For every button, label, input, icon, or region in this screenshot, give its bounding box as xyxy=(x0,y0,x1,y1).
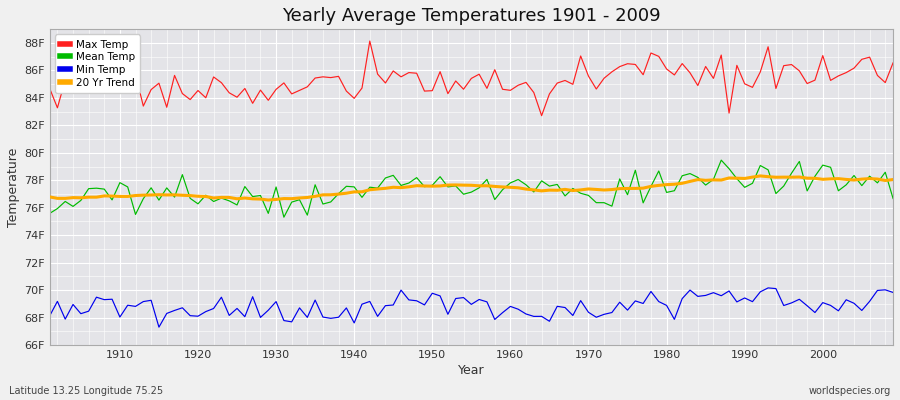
Mean Temp xyxy=(607,204,617,208)
Min Temp xyxy=(607,310,617,315)
20 Yr Trend xyxy=(44,194,55,199)
Line: Mean Temp: Mean Temp xyxy=(50,160,893,217)
Mean Temp xyxy=(44,211,55,216)
Mean Temp xyxy=(107,198,118,202)
Max Temp xyxy=(278,80,289,85)
Mean Temp xyxy=(716,158,726,162)
Max Temp xyxy=(44,86,55,91)
Title: Yearly Average Temperatures 1901 - 2009: Yearly Average Temperatures 1901 - 2009 xyxy=(282,7,661,25)
Max Temp xyxy=(505,88,516,93)
20 Yr Trend xyxy=(333,192,344,196)
Mean Temp xyxy=(887,196,898,201)
Max Temp xyxy=(887,60,898,65)
Max Temp xyxy=(513,83,524,88)
Mean Temp xyxy=(513,177,524,182)
20 Yr Trend xyxy=(263,198,274,202)
Max Temp xyxy=(326,75,337,80)
Mean Temp xyxy=(286,200,297,204)
Min Temp xyxy=(887,290,898,295)
Line: Min Temp: Min Temp xyxy=(50,288,893,327)
Text: Latitude 13.25 Longitude 75.25: Latitude 13.25 Longitude 75.25 xyxy=(9,386,163,396)
20 Yr Trend xyxy=(107,194,118,198)
20 Yr Trend xyxy=(607,187,617,192)
Max Temp xyxy=(364,39,375,44)
Max Temp xyxy=(107,79,118,84)
Min Temp xyxy=(333,315,344,320)
Max Temp xyxy=(536,113,547,118)
20 Yr Trend xyxy=(286,196,297,201)
Min Temp xyxy=(44,314,55,318)
20 Yr Trend xyxy=(513,185,524,190)
Mean Temp xyxy=(333,191,344,196)
Min Temp xyxy=(762,286,773,290)
Min Temp xyxy=(154,325,165,330)
Mean Temp xyxy=(278,215,289,220)
Min Temp xyxy=(505,304,516,309)
Mean Temp xyxy=(505,180,516,185)
20 Yr Trend xyxy=(505,185,516,190)
Line: 20 Yr Trend: 20 Yr Trend xyxy=(50,176,893,200)
Y-axis label: Temperature: Temperature xyxy=(7,148,20,227)
Line: Max Temp: Max Temp xyxy=(50,41,893,116)
Min Temp xyxy=(513,307,524,312)
20 Yr Trend xyxy=(887,177,898,182)
Min Temp xyxy=(286,320,297,324)
X-axis label: Year: Year xyxy=(458,364,484,377)
Max Temp xyxy=(615,64,626,69)
Min Temp xyxy=(107,297,118,302)
Text: worldspecies.org: worldspecies.org xyxy=(809,386,891,396)
Legend: Max Temp, Mean Temp, Min Temp, 20 Yr Trend: Max Temp, Mean Temp, Min Temp, 20 Yr Tre… xyxy=(55,34,140,93)
20 Yr Trend xyxy=(755,174,766,178)
